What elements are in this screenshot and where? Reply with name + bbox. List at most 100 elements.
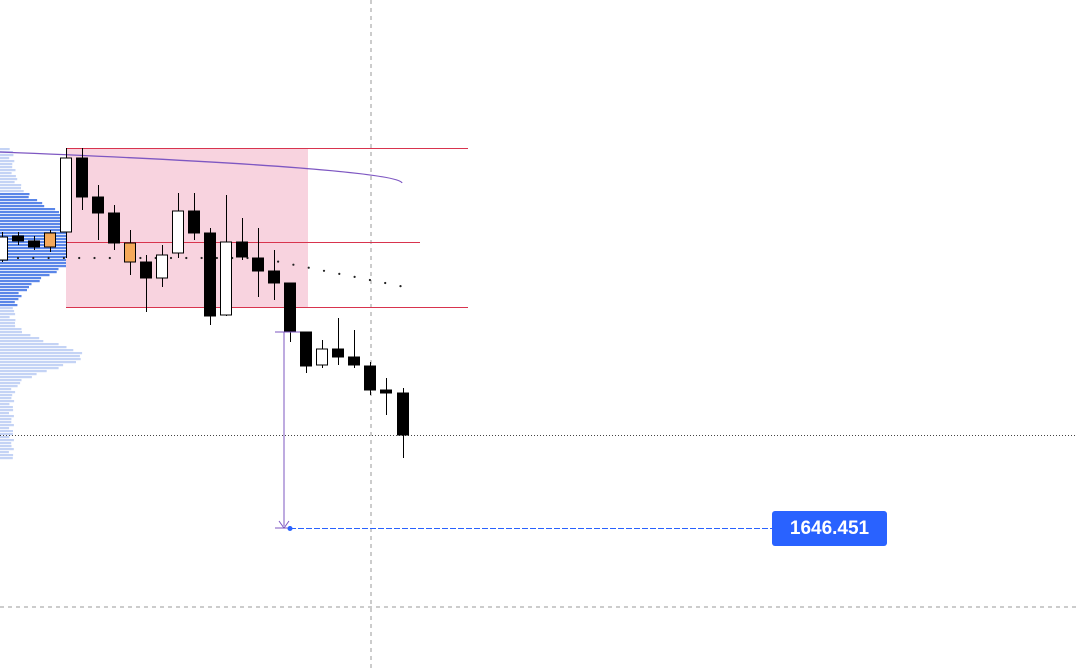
candle-body: [348, 356, 360, 366]
candle-body: [397, 392, 409, 436]
dot: [32, 256, 35, 260]
profile-bar: [0, 334, 31, 337]
price-tag: 1646.451: [790, 518, 870, 539]
profile-bar: [0, 457, 13, 460]
dot: [322, 269, 326, 272]
profile-bar: [0, 286, 29, 289]
candle-body: [252, 257, 264, 272]
profile-bar: [0, 274, 50, 277]
candles: [0, 148, 409, 458]
candle-body: [380, 389, 392, 394]
profile-bar: [0, 406, 13, 409]
profile-bar: [0, 349, 74, 352]
profile-bar: [0, 175, 16, 178]
profile-bar: [0, 199, 38, 202]
profile-bar: [0, 265, 71, 268]
dot: [353, 275, 356, 278]
profile-bar: [0, 310, 15, 313]
candle-body: [140, 261, 152, 279]
dot: [292, 263, 295, 266]
candle-body: [332, 348, 344, 358]
dot: [338, 272, 341, 275]
profile-bar: [0, 187, 21, 190]
dot: [368, 278, 371, 282]
profile-bar: [0, 154, 14, 157]
candle-body: [0, 236, 8, 261]
candle-body: [156, 254, 168, 279]
profile-bar: [0, 385, 18, 388]
candle-body: [12, 235, 24, 242]
profile-bar: [0, 340, 44, 343]
candle-body: [236, 241, 248, 258]
profile-bar: [0, 157, 10, 160]
profile-bar: [0, 220, 78, 223]
profile-bar: [0, 268, 59, 271]
profile-bar: [0, 442, 12, 445]
profile-bar: [0, 424, 14, 427]
profile-bar: [0, 256, 92, 259]
dot: [93, 256, 96, 260]
profile-bar: [0, 433, 13, 436]
profile-bar: [0, 364, 64, 367]
dot: [108, 256, 111, 260]
candle-body: [316, 348, 328, 366]
profile-bar: [0, 229, 96, 232]
profile-bar: [0, 397, 12, 400]
profile-bar: [0, 325, 16, 328]
candle-body: [364, 365, 376, 391]
profile-bar: [0, 259, 82, 262]
profile-bar: [0, 367, 59, 370]
target-anchor: [287, 526, 293, 531]
profile-bar: [0, 292, 19, 295]
profile-bar: [0, 439, 14, 442]
profile-bar: [0, 262, 76, 265]
dot: [307, 266, 310, 269]
profile-bar: [0, 280, 40, 283]
profile-bar: [0, 454, 14, 457]
measure-arrow: [278, 520, 290, 529]
candle-body: [188, 210, 200, 234]
candle-body: [60, 157, 72, 233]
candle-body: [44, 232, 56, 248]
profile-bar: [0, 361, 76, 364]
profile-bar: [0, 388, 12, 391]
profile-bar: [0, 448, 14, 451]
dot: [47, 256, 50, 260]
candle-body: [204, 232, 216, 317]
profile-bar: [0, 352, 83, 355]
profile-bar: [0, 400, 15, 403]
candle-body: [92, 196, 104, 214]
profile-bar: [0, 196, 29, 199]
profile-bar: [0, 337, 40, 340]
profile-bar: [0, 445, 12, 448]
profile-bar: [0, 322, 15, 325]
profile-bar: [0, 217, 76, 220]
profile-bar: [0, 298, 19, 301]
profile-bar: [0, 148, 10, 151]
profile-bar: [0, 226, 94, 229]
profile-bar: [0, 430, 13, 433]
dot: [185, 256, 188, 260]
range-box: [66, 148, 308, 307]
profile-bar: [0, 427, 10, 430]
dot: [200, 256, 203, 260]
dot: [384, 281, 387, 285]
profile-bar: [0, 418, 12, 421]
profile-bar: [0, 358, 81, 361]
candle-body: [28, 240, 40, 248]
profile-bar: [0, 451, 9, 454]
profile-bar: [0, 184, 22, 187]
profile-bar: [0, 214, 67, 217]
profile-bar: [0, 346, 67, 349]
profile-bar: [0, 313, 16, 316]
dot: [78, 256, 81, 260]
profile-bar: [0, 205, 45, 208]
candle-body: [220, 241, 232, 316]
profile-bar: [0, 172, 12, 175]
profile-bar: [0, 181, 15, 184]
profile-bar: [0, 247, 105, 250]
price-tag-box[interactable]: [772, 511, 887, 546]
profile-bar: [0, 166, 13, 169]
profile-bar: [0, 376, 32, 379]
